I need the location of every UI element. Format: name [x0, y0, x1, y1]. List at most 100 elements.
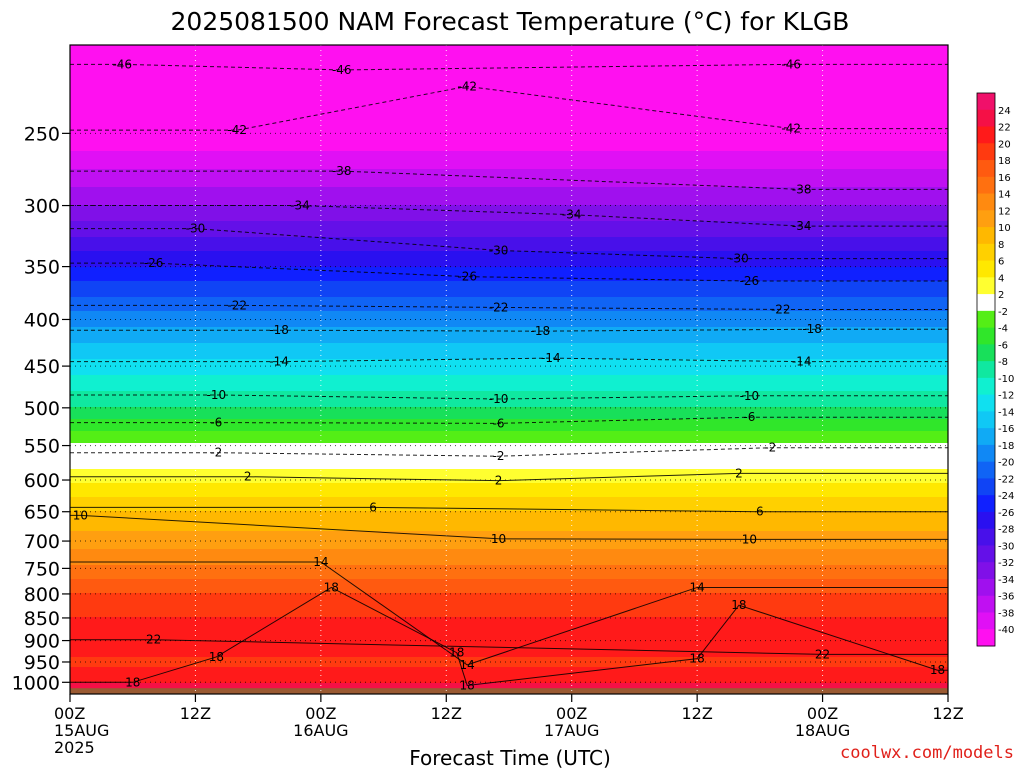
temperature-band	[70, 569, 948, 572]
temperature-band	[70, 635, 948, 638]
temperature-band	[70, 295, 948, 298]
temperature-band	[70, 477, 948, 480]
temperature-band	[70, 639, 948, 642]
temperature-band	[70, 631, 948, 634]
temperature-band	[70, 471, 948, 474]
contour-label: -14	[792, 355, 812, 369]
temperature-band	[70, 681, 948, 684]
temperature-band	[70, 137, 948, 140]
temperature-band	[70, 345, 948, 348]
temperature-band	[70, 289, 948, 292]
temperature-band	[70, 171, 948, 174]
contour-label: -2	[764, 441, 776, 455]
contour-label: 18	[930, 663, 945, 677]
temperature-band	[70, 369, 948, 372]
contour-label: 18	[690, 652, 705, 666]
colorbar-label: 10	[998, 223, 1011, 234]
x-axis-label: Forecast Time (UTC)	[409, 746, 611, 768]
colorbar-swatch	[977, 126, 995, 144]
temperature-band	[70, 655, 948, 658]
temperature-band	[70, 613, 948, 616]
colorbar-swatch	[977, 327, 995, 345]
temperature-band	[70, 217, 948, 220]
colorbar-label: -18	[998, 441, 1014, 452]
colorbar-swatch	[977, 394, 995, 412]
contour-label: 2	[244, 470, 252, 484]
colorbar-label: -26	[998, 508, 1014, 519]
temperature-band	[70, 129, 948, 132]
temperature-band	[70, 133, 948, 136]
temperature-band	[70, 375, 948, 378]
temperature-band	[70, 561, 948, 564]
temperature-band	[70, 47, 948, 50]
isotherm-contour	[70, 561, 948, 666]
temperature-band	[70, 677, 948, 680]
temperature-band	[70, 215, 948, 218]
temperature-band	[70, 111, 948, 114]
temperature-band	[70, 189, 948, 192]
contour-label: 2	[735, 466, 743, 480]
contour-label: -14	[269, 355, 289, 369]
temperature-band	[70, 443, 948, 446]
colorbar-label: -22	[998, 474, 1014, 485]
temperature-band	[70, 487, 948, 490]
colorbar-legend: 24 22 20 18 16 14 12 10 8 6 4 2 -2 -4 -6 -8 -10 -12 -14 -16…	[976, 92, 1014, 647]
contour-label: 18	[125, 675, 140, 689]
temperature-band	[70, 283, 948, 286]
temperature-band	[70, 469, 948, 472]
colorbar-label: -14	[998, 407, 1014, 418]
temperature-band	[70, 563, 948, 566]
temperature-band	[70, 135, 948, 138]
temperature-band	[70, 377, 948, 380]
temperature-band	[70, 651, 948, 654]
contour-label: -38	[332, 164, 352, 178]
colorbar-swatch	[977, 629, 995, 647]
temperature-band	[70, 311, 948, 314]
temperature-band	[70, 207, 948, 210]
temperature-band	[70, 59, 948, 62]
isotherm-contour	[70, 394, 948, 400]
colorbar-label: -32	[998, 558, 1014, 569]
temperature-band	[70, 383, 948, 386]
temperature-band	[70, 605, 948, 608]
temperature-band	[70, 179, 948, 182]
temperature-band	[70, 483, 948, 486]
temperature-band	[70, 143, 948, 146]
temperature-band	[70, 431, 948, 434]
temperature-band	[70, 363, 948, 366]
temperature-band	[70, 235, 948, 238]
colorbar-swatch	[977, 277, 995, 295]
temperature-band	[70, 537, 948, 540]
contour-label: -46	[332, 63, 352, 77]
y-tick-label: 300	[24, 196, 60, 218]
temperature-band	[70, 657, 948, 660]
temperature-band	[70, 549, 948, 552]
colorbar-swatch	[977, 93, 995, 111]
temperature-band	[70, 251, 948, 254]
temperature-band	[70, 261, 948, 264]
temperature-band	[70, 447, 948, 450]
temperature-band	[70, 299, 948, 302]
temperature-band	[70, 343, 948, 346]
temperature-band	[70, 663, 948, 666]
contour-label: -14	[541, 351, 561, 365]
temperature-band	[70, 553, 948, 556]
temperature-band	[70, 647, 948, 650]
colorbar-swatch	[977, 562, 995, 580]
temperature-band	[70, 615, 948, 618]
contour-label: 10	[491, 532, 506, 546]
colorbar-swatch	[977, 595, 995, 613]
temperature-band	[70, 441, 948, 444]
y-axis: 2503003504004505005506006507007508008509…	[12, 123, 70, 694]
temperature-band	[70, 463, 948, 466]
temperature-band	[70, 107, 948, 110]
contour-label: -30	[729, 252, 749, 266]
y-tick-label: 750	[24, 558, 60, 580]
temperature-band	[70, 661, 948, 664]
contour-label: -34	[562, 208, 582, 222]
colorbar-swatch	[977, 528, 995, 546]
contour-label: -10	[207, 388, 227, 402]
colorbar-label: -20	[998, 458, 1014, 469]
temperature-band	[70, 449, 948, 452]
temperature-band	[70, 193, 948, 196]
